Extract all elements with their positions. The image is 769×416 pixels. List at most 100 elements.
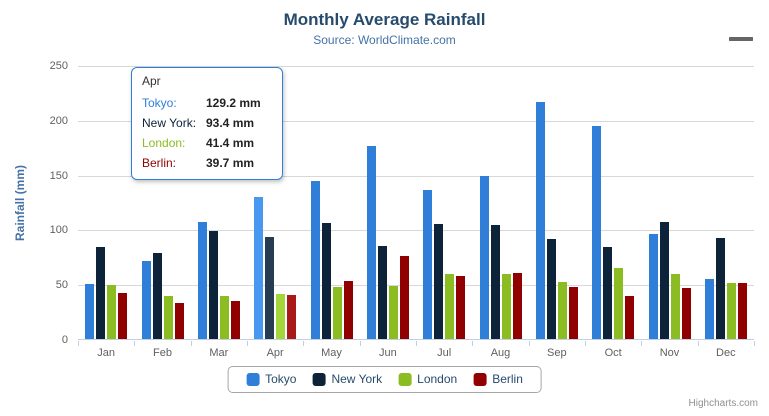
bar-berlin-mar[interactable] (231, 301, 240, 339)
gridline (78, 66, 754, 67)
x-axis-tick (698, 341, 699, 346)
bar-london-nov[interactable] (671, 274, 680, 339)
gridline (78, 121, 754, 122)
x-axis-tick (529, 341, 530, 346)
x-axis-label-may: May (321, 347, 342, 359)
x-axis-tick (416, 341, 417, 346)
bar-new-york-nov[interactable] (660, 222, 669, 339)
x-axis-label-jul: Jul (437, 347, 452, 359)
x-axis-label-sep: Sep (547, 347, 567, 359)
credits-link[interactable]: Highcharts.com (688, 398, 758, 409)
x-axis-tick (754, 341, 755, 346)
x-axis-labels: Jan Feb Mar Apr May Jun Jul Aug Sep Oct Nov Dec (78, 347, 754, 361)
legend-symbol (312, 373, 326, 386)
bar-berlin-jun[interactable] (400, 256, 409, 339)
legend-symbol (473, 373, 487, 386)
bar-london-mar[interactable] (220, 296, 229, 339)
legend: Tokyo New York London Berlin (227, 366, 542, 393)
bar-london-aug[interactable] (502, 274, 511, 339)
bar-tokyo-oct[interactable] (592, 126, 601, 339)
bar-new-york-jun[interactable] (378, 246, 387, 339)
gridline (78, 285, 754, 286)
bar-new-york-jan[interactable] (96, 247, 105, 339)
bar-london-jun[interactable] (389, 286, 398, 339)
bar-tokyo-may[interactable] (311, 181, 320, 339)
legend-symbol (246, 373, 260, 386)
bar-tokyo-feb[interactable] (142, 261, 151, 339)
bar-berlin-nov[interactable] (682, 288, 691, 339)
bar-london-jul[interactable] (445, 274, 454, 339)
x-axis-label-nov: Nov (659, 347, 680, 359)
tooltip-rows: Tokyo: 129.2 mm New York: 93.4 mm London: 41.… (142, 93, 272, 173)
tooltip-series-value: 129.2 mm (206, 96, 261, 110)
bar-london-feb[interactable] (164, 296, 173, 339)
x-axis-tick (641, 341, 642, 346)
y-axis-labels: 0 50 100 150 200 250 (0, 60, 68, 346)
bar-berlin-feb[interactable] (175, 303, 184, 339)
legend-item-new-york[interactable]: New York (312, 373, 382, 386)
x-axis-label-mar: Mar (209, 347, 229, 359)
bar-tokyo-aug[interactable] (480, 176, 489, 339)
bar-tokyo-apr[interactable] (254, 197, 263, 339)
bar-new-york-mar[interactable] (209, 231, 218, 339)
bar-london-sep[interactable] (558, 282, 567, 339)
bar-london-jan[interactable] (107, 285, 116, 339)
bar-berlin-jan[interactable] (118, 293, 127, 339)
bar-new-york-sep[interactable] (547, 239, 556, 339)
bar-berlin-dec[interactable] (738, 283, 747, 339)
bar-berlin-sep[interactable] (569, 287, 578, 339)
bar-london-dec[interactable] (727, 283, 736, 339)
bar-berlin-aug[interactable] (513, 273, 522, 339)
bar-tokyo-sep[interactable] (536, 102, 545, 339)
tooltip-row: New York: 93.4 mm (142, 113, 272, 133)
x-axis-tick (585, 341, 586, 346)
tooltip: Apr Tokyo: 129.2 mm New York: 93.4 mm London… (131, 67, 283, 180)
x-axis-ticks (78, 341, 755, 347)
bar-berlin-jul[interactable] (456, 276, 465, 339)
legend-label: Tokyo (265, 372, 297, 386)
x-axis-label-dec: Dec (716, 347, 736, 359)
plot-area (78, 66, 754, 340)
tooltip-row: Tokyo: 129.2 mm (142, 93, 272, 113)
tooltip-series-value: 41.4 mm (206, 136, 255, 150)
tooltip-series-label: Berlin: (142, 156, 177, 170)
bar-london-apr[interactable] (276, 294, 285, 339)
y-axis-tick-label: 150 (49, 170, 68, 182)
tooltip-series-label: New York: (142, 116, 197, 130)
bar-tokyo-nov[interactable] (649, 234, 658, 339)
bar-tokyo-jun[interactable] (367, 146, 376, 339)
bar-new-york-jul[interactable] (434, 224, 443, 339)
x-axis-tick (134, 341, 135, 346)
bar-tokyo-mar[interactable] (198, 222, 207, 339)
bar-london-may[interactable] (333, 287, 342, 339)
bar-berlin-oct[interactable] (625, 296, 634, 339)
y-axis-tick-label: 200 (49, 115, 68, 127)
export-menu-button[interactable] (726, 18, 756, 44)
y-axis-tick-label: 0 (61, 334, 68, 346)
bar-london-oct[interactable] (614, 268, 623, 339)
legend-item-berlin[interactable]: Berlin (473, 373, 523, 386)
x-axis-tick (360, 341, 361, 346)
bar-new-york-oct[interactable] (603, 247, 612, 339)
tooltip-row: Berlin: 39.7 mm (142, 153, 272, 173)
tooltip-series-label: London: (142, 136, 186, 150)
gridline (78, 230, 754, 231)
bar-tokyo-dec[interactable] (705, 279, 714, 339)
x-axis-tick (78, 341, 79, 346)
legend-item-london[interactable]: London (398, 373, 457, 386)
bar-new-york-apr[interactable] (265, 237, 274, 339)
bar-new-york-may[interactable] (322, 223, 331, 339)
bar-new-york-dec[interactable] (716, 238, 725, 339)
bar-berlin-apr[interactable] (287, 295, 296, 339)
y-axis-tick-label: 100 (49, 224, 68, 236)
x-axis-label-oct: Oct (604, 347, 622, 359)
bar-berlin-may[interactable] (344, 281, 353, 339)
bar-new-york-aug[interactable] (491, 225, 500, 339)
bar-tokyo-jan[interactable] (85, 284, 94, 339)
bar-tokyo-jul[interactable] (423, 190, 432, 339)
tooltip-series-value: 39.7 mm (206, 156, 255, 170)
legend-item-tokyo[interactable]: Tokyo (246, 373, 296, 386)
x-axis-label-jun: Jun (378, 347, 397, 359)
bar-new-york-feb[interactable] (153, 253, 162, 339)
